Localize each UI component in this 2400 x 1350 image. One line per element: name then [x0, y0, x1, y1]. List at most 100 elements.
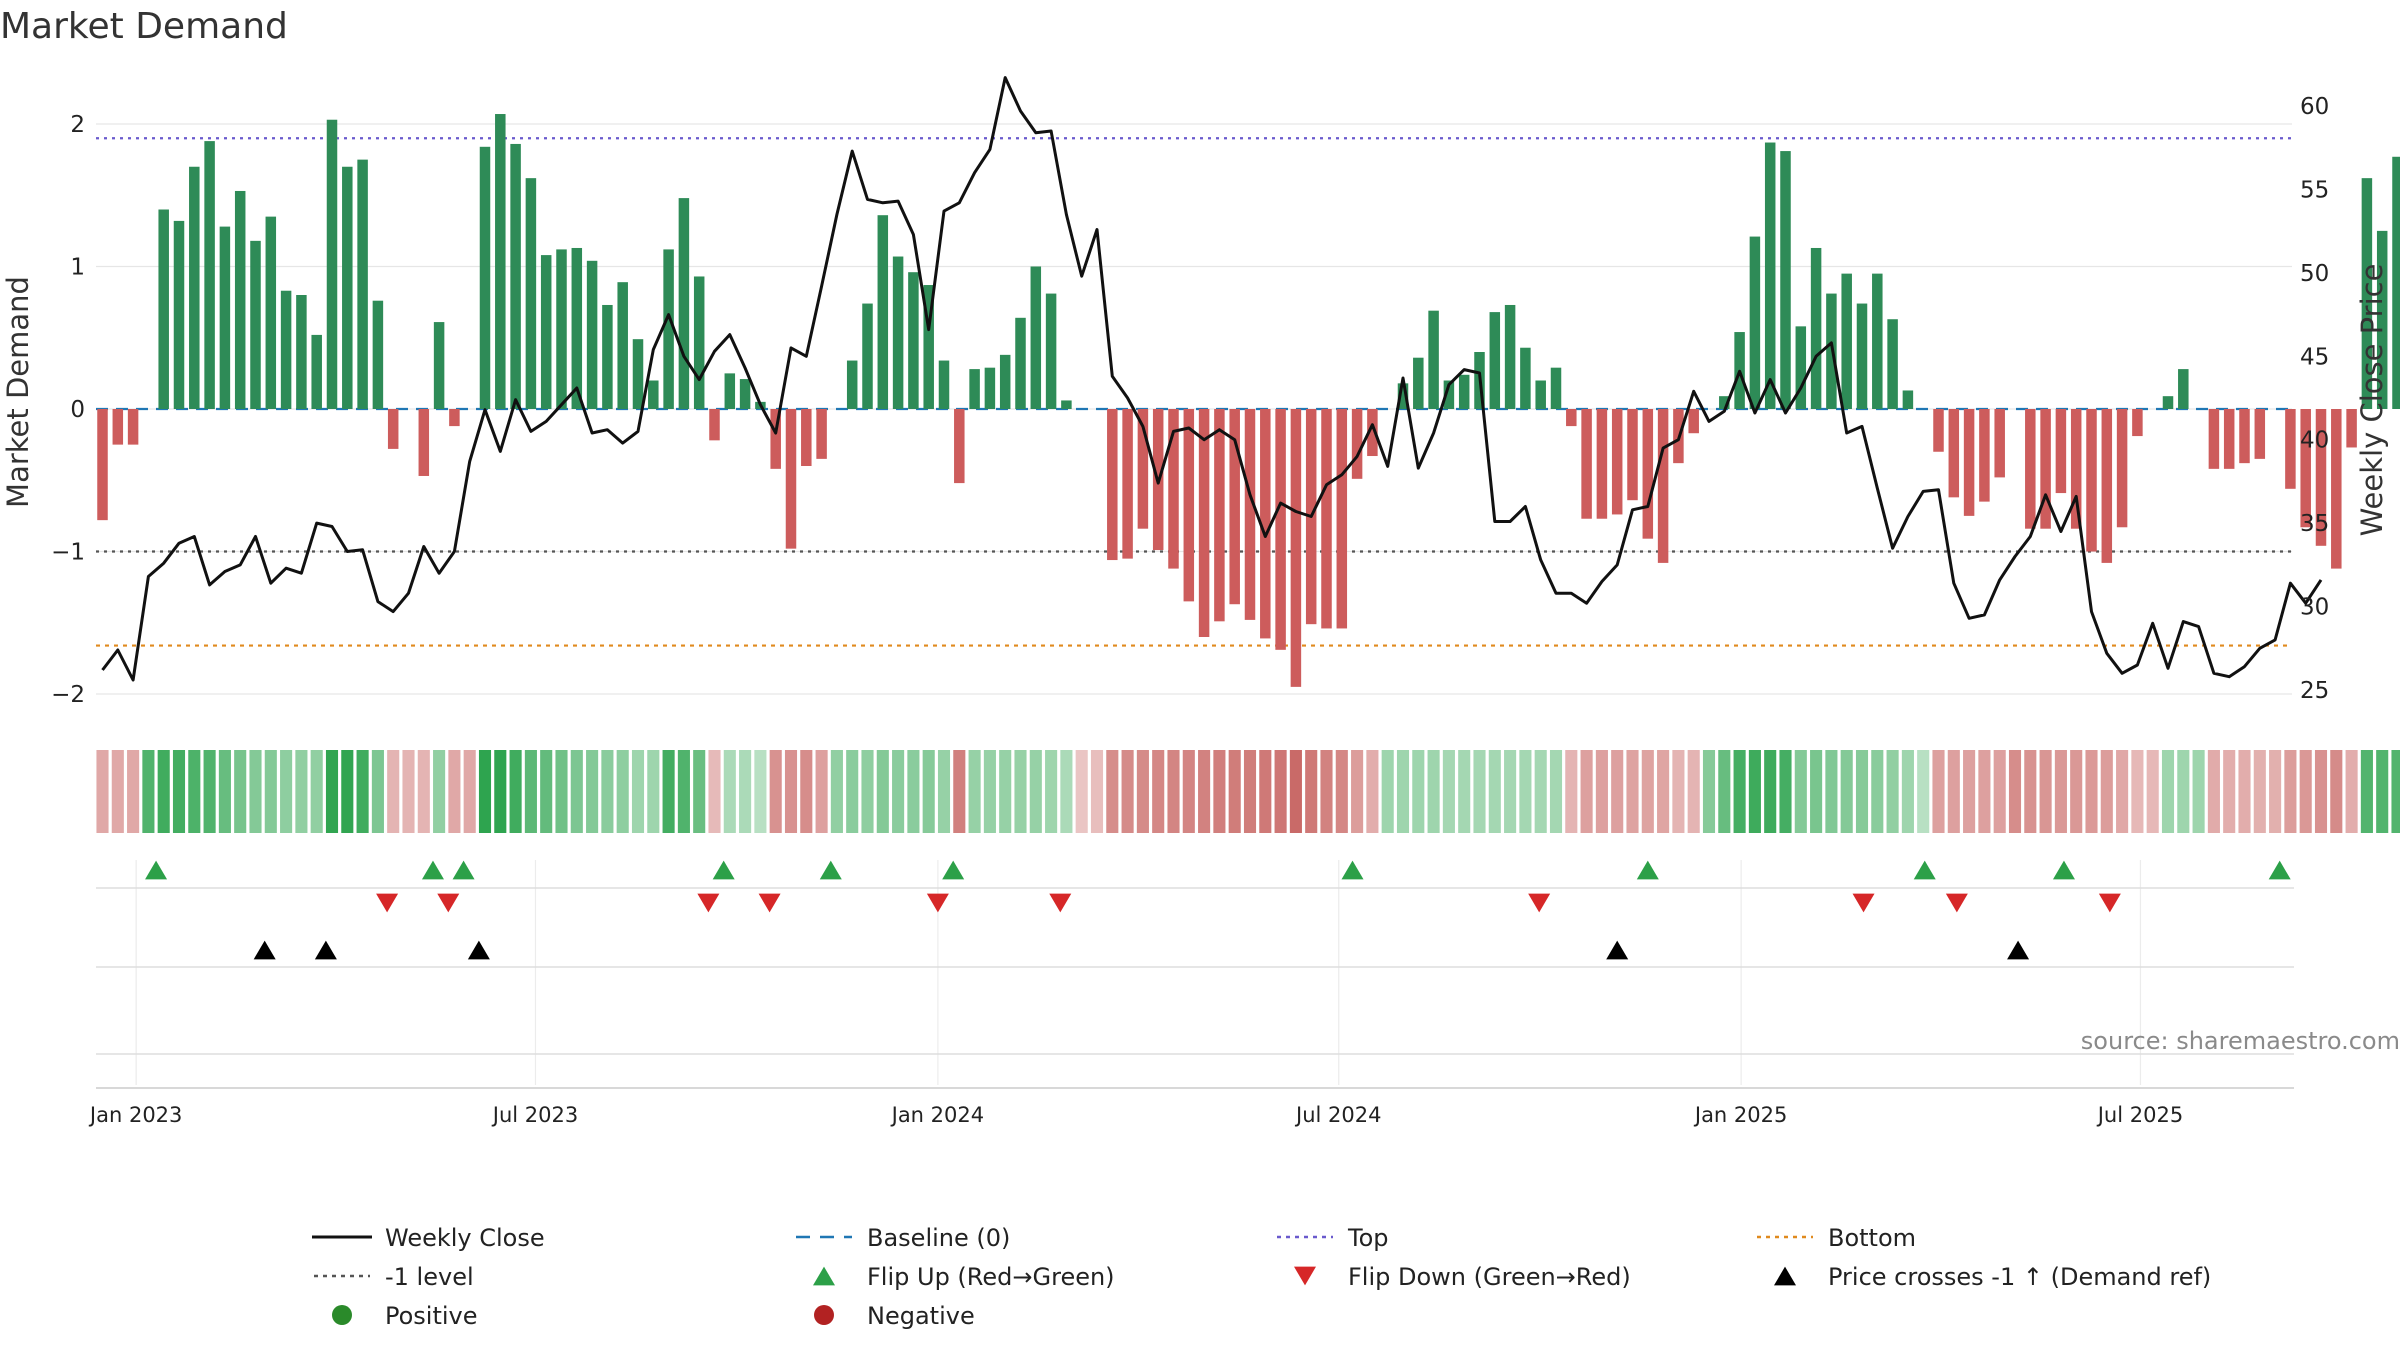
demand-bar: [525, 178, 537, 409]
flip-down-marker: [1945, 893, 1968, 913]
x-tick-label: Jan 2024: [890, 1103, 985, 1127]
demand-bar: [2025, 409, 2036, 529]
legend-item: Flip Down (Green→Red): [1294, 1263, 1631, 1291]
left-tick-label: 2: [70, 112, 85, 138]
strip-cell: [127, 750, 140, 833]
demand-bar: [495, 114, 506, 410]
strip-cell: [1504, 750, 1517, 833]
strip-cell: [1351, 750, 1364, 833]
strip-cell: [1381, 750, 1394, 833]
demand-bar: [678, 198, 690, 409]
strip-cell: [111, 750, 124, 833]
price-cross-marker: [253, 940, 276, 960]
demand-bar: [586, 260, 598, 409]
legend-label: -1 level: [385, 1263, 474, 1291]
demand-bar: [1963, 409, 1975, 516]
demand-bar: [999, 354, 1011, 409]
flip-up-marker: [819, 860, 842, 880]
strip-cell: [264, 750, 277, 833]
demand-bar: [1351, 409, 1363, 479]
strip-cell: [1060, 750, 1073, 833]
demand-bar: [801, 409, 812, 466]
strip-cell: [2376, 750, 2389, 833]
demand-bar: [1887, 319, 1898, 409]
legend-item: Flip Up (Red→Green): [813, 1263, 1115, 1291]
legend-item: Positive: [332, 1302, 478, 1330]
demand-bar: [1045, 293, 1057, 409]
left-tick-label: 1: [70, 255, 85, 281]
legend-item: Weekly Close: [312, 1224, 545, 1252]
flip-up-marker: [145, 860, 168, 880]
flip-down-marker: [2098, 893, 2121, 913]
flip-up-marker: [2052, 860, 2075, 880]
demand-bar: [280, 290, 292, 409]
demand-bar: [1596, 409, 1608, 519]
strip-cell: [1672, 750, 1685, 833]
demand-bar: [556, 249, 567, 409]
strip-cell: [1442, 750, 1455, 833]
demand-bar: [2086, 409, 2097, 552]
strip-cell: [540, 750, 553, 833]
strip-cell: [1611, 750, 1624, 833]
demand-bar: [2055, 409, 2067, 494]
strip-cell: [953, 750, 966, 833]
weekly-close-line: [101, 76, 2323, 682]
strip-cell: [2269, 750, 2282, 833]
strip-cell: [2330, 750, 2343, 833]
flip-up-marker: [712, 860, 735, 880]
demand-bar: [2116, 409, 2128, 528]
demand-bar: [969, 369, 980, 409]
demand-bar: [632, 339, 644, 409]
demand-bar: [1107, 409, 1118, 561]
strip-cell: [1886, 750, 1899, 833]
demand-bar: [846, 360, 858, 409]
demand-bar: [234, 190, 246, 409]
strip-cell: [1549, 750, 1563, 833]
right-tick-label: 30: [2300, 595, 2329, 621]
strip-cell: [478, 750, 492, 833]
demand-bar: [1489, 312, 1501, 409]
strip-cell: [1412, 750, 1425, 833]
demand-bar: [1443, 380, 1455, 409]
strip-cell: [310, 750, 323, 833]
strip-cell: [1136, 750, 1149, 833]
demand-bar: [908, 272, 919, 409]
demand-bar: [1948, 409, 1960, 498]
demand-bar: [1642, 409, 1654, 539]
strip-cell: [1733, 750, 1746, 833]
strip-cell: [601, 750, 614, 833]
demand-bar: [250, 240, 261, 409]
strip-cell: [800, 750, 813, 833]
demand-bar: [326, 119, 338, 409]
right-axis-ticks: 60 55 50 45 40 35 30 25: [2300, 94, 2329, 704]
strip-cell: [1718, 750, 1731, 833]
strip-cell: [784, 750, 798, 833]
strip-cell: [1259, 750, 1272, 833]
strip-cell: [325, 750, 339, 833]
strip-cell: [1396, 750, 1410, 833]
strip-cell: [218, 750, 231, 833]
flip-up-marker: [1636, 860, 1659, 880]
demand-bar: [1061, 400, 1072, 409]
demand-bar: [540, 255, 552, 409]
strip-cell: [341, 750, 354, 833]
flip-down-marker: [437, 893, 460, 913]
strip-cell: [2223, 750, 2236, 833]
strip-cell: [2360, 750, 2373, 833]
demand-bar: [189, 166, 200, 409]
chart-title: Market Demand: [0, 6, 288, 47]
demand-bar: [2162, 396, 2174, 409]
demand-bar: [1688, 409, 1699, 434]
left-tick-label: −2: [51, 682, 85, 708]
demand-bar: [724, 373, 736, 409]
demand-bar: [510, 143, 521, 409]
strip-cell: [2207, 750, 2220, 833]
demand-bar: [877, 215, 889, 409]
right-axis-label: Weekly Close Price: [2355, 264, 2389, 537]
strip-cell: [448, 750, 461, 833]
legend-swatch: [813, 1266, 835, 1286]
demand-bar: [433, 322, 445, 409]
demand-bar: [1214, 409, 1225, 622]
x-tick-label: Jan 2025: [1693, 1103, 1788, 1127]
x-axis-ticks: Jan 2023 Jul 2023 Jan 2024 Jul 2024 Jan 2025…: [88, 1103, 2183, 1127]
